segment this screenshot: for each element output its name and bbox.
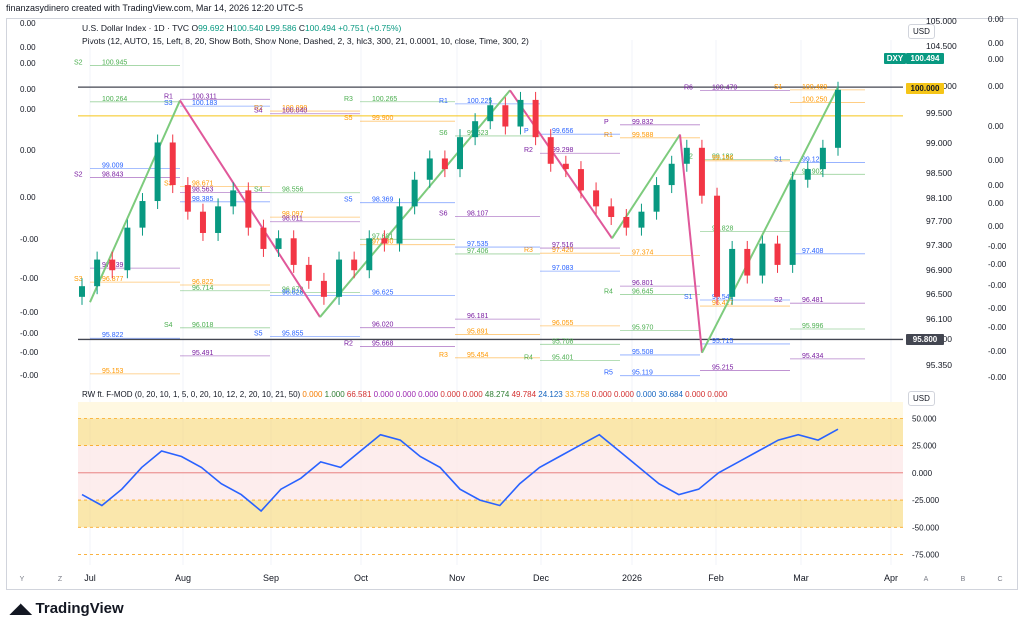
high-value: 100.540 xyxy=(232,23,264,33)
change-value: +0.751 (+0.75%) xyxy=(338,23,402,33)
price-currency-button[interactable]: USD xyxy=(908,24,935,39)
logo-text: TradingView xyxy=(35,600,124,617)
osc-legend-value: 0.000 xyxy=(460,390,483,399)
tradingview-logo[interactable]: ◢◣ TradingView xyxy=(10,600,124,617)
osc-legend-value: 49.784 xyxy=(509,390,537,399)
chart-frame xyxy=(6,18,1018,590)
header-text: finanzasydinero created with TradingView… xyxy=(6,3,303,13)
osc-legend-value: 1.000 xyxy=(322,390,345,399)
osc-values: 0.000 1.000 66.581 0.000 0.000 0.000 0.0… xyxy=(302,390,727,399)
osc-legend-value: 66.581 xyxy=(344,390,372,399)
symbol-legend[interactable]: U.S. Dollar Index · 1D · TVC O99.692 H10… xyxy=(82,23,401,33)
osc-legend-value: 30.684 xyxy=(656,390,683,399)
osc-legend-value: 24.123 xyxy=(536,390,563,399)
osc-legend-value: 33.758 xyxy=(562,390,590,399)
pivots-legend[interactable]: Pivots (12, AUTO, 15, Left, 8, 20, Show … xyxy=(82,36,529,46)
open-value: 99.692 xyxy=(198,23,225,33)
symbol-name: U.S. Dollar Index · 1D · TVC xyxy=(82,23,190,33)
osc-legend-value: 0.000 xyxy=(589,390,612,399)
osc-legend-value: 0.000 xyxy=(682,390,706,399)
open-label: O xyxy=(191,23,199,33)
high-label: H xyxy=(226,23,233,33)
osc-legend-value: 48.274 xyxy=(482,390,510,399)
osc-name: RW ft. F-MOD (0, 20, 10, 1, 5, 0, 20, 10… xyxy=(82,390,301,399)
osc-currency-button[interactable]: USD xyxy=(908,391,935,406)
osc-legend-value: 0.000 xyxy=(415,390,439,399)
oscillator-legend[interactable]: RW ft. F-MOD (0, 20, 10, 1, 5, 0, 20, 10… xyxy=(82,390,727,399)
low-value: 99.586 xyxy=(270,23,297,33)
low-label: L xyxy=(265,23,271,33)
osc-legend-value: 0.000 xyxy=(302,390,323,399)
osc-legend-value: 0.000 xyxy=(371,390,394,399)
close-value: 100.494 xyxy=(304,23,336,33)
osc-legend-value: 0.000 xyxy=(633,390,657,399)
tv-logo-icon: ◢◣ xyxy=(10,600,32,616)
osc-legend-value: 0.000 xyxy=(438,390,461,399)
osc-legend-value: 0.000 xyxy=(393,390,416,399)
close-label: C xyxy=(298,23,305,33)
osc-legend-value: 0.000 xyxy=(705,390,728,399)
osc-legend-value: 0.000 xyxy=(611,390,634,399)
